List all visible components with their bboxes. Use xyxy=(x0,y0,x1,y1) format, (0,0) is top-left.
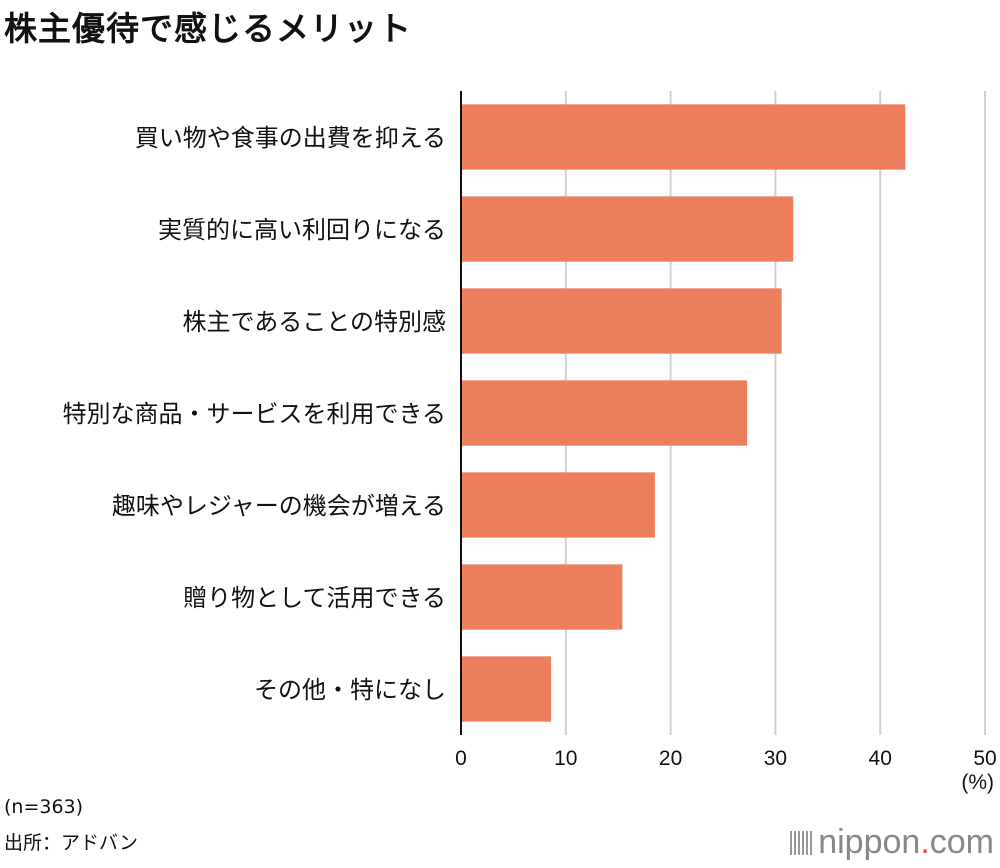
bar xyxy=(462,380,748,446)
bar xyxy=(462,288,782,354)
category-label: 趣味やレジャーの機会が増える xyxy=(112,492,446,520)
brand-name: nippon xyxy=(818,823,921,861)
x-tick-label: 30 xyxy=(764,747,787,770)
source-note: 出所：アドバン xyxy=(4,832,138,854)
x-tick-label: 50 xyxy=(973,747,996,770)
bar xyxy=(462,564,623,630)
sample-size-note: (n=363) xyxy=(4,796,84,818)
bar xyxy=(462,196,794,262)
bar xyxy=(462,472,655,538)
category-label: 買い物や食事の出費を抑える xyxy=(135,124,446,152)
brand-dot: . xyxy=(920,823,930,861)
category-labels: 買い物や食事の出費を抑える実質的に高い利回りになる株主であることの特別感特別な商… xyxy=(62,124,446,704)
category-label: 実質的に高い利回りになる xyxy=(158,216,446,244)
category-label: 株主であることの特別感 xyxy=(182,308,446,336)
x-tick-label: 0 xyxy=(455,747,467,770)
x-tick-label: 20 xyxy=(659,747,682,770)
category-label: 贈り物として活用できる xyxy=(183,584,446,612)
category-label: その他・特になし xyxy=(254,676,446,704)
sound-bars-icon xyxy=(790,830,813,855)
x-tick-labels: 0 10 20 30 40 50 xyxy=(455,747,997,770)
bar xyxy=(462,104,906,170)
unit-label: (%) xyxy=(961,771,994,794)
x-tick-label: 10 xyxy=(554,747,577,770)
x-tick-label: 40 xyxy=(869,747,892,770)
chart-title: 株主優待で感じるメリット xyxy=(4,9,412,48)
category-label: 特別な商品・サービスを利用できる xyxy=(62,400,446,428)
brand-logo: nippon. com xyxy=(790,823,994,862)
bars xyxy=(462,104,906,722)
bar xyxy=(462,656,552,722)
brand-tld: com xyxy=(929,823,994,861)
